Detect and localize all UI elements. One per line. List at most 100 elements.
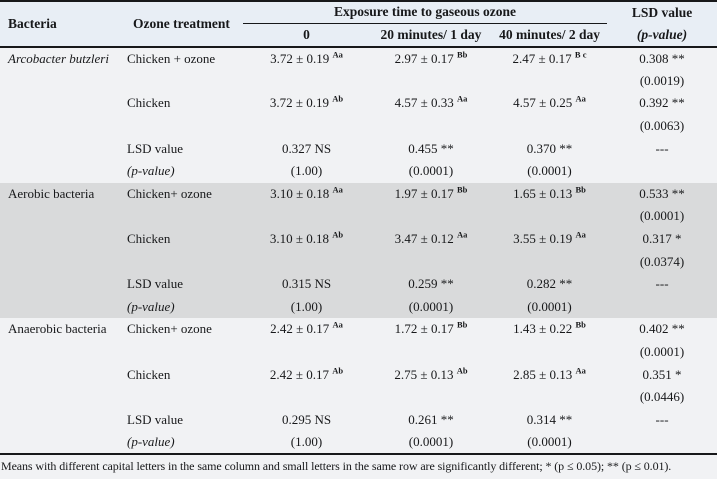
bacteria-cell: Arcobacter butzleri	[0, 47, 125, 70]
significance-letters: Bb	[575, 320, 586, 331]
treatment-cell: (p-value)	[125, 431, 243, 454]
mean-sd-value: 2.85 ± 0.13	[513, 366, 576, 382]
value-cell: 4.57 ± 0.25 Aa	[492, 92, 608, 115]
table-row: (p-value) (1.00) (0.0001) (0.0001)	[0, 159, 717, 183]
table-row: Chicken 2.42 ± 0.17 Ab 2.75 ± 0.13 Ab 2.85 …	[0, 363, 717, 386]
value-cell	[492, 114, 608, 138]
significance-letters: Aa	[457, 229, 468, 240]
value-cell: (1.00)	[243, 295, 370, 319]
value-cell: 0.282 **	[492, 272, 608, 296]
significance-letters: Aa	[332, 320, 343, 331]
lsd-cell: (0.0063)	[607, 114, 717, 138]
table-row: (0.0019)	[0, 69, 717, 93]
significance-letters: Aa	[332, 49, 343, 60]
value-cell: (1.00)	[243, 431, 370, 454]
table-row: LSD value 0.295 NS 0.261 ** 0.314 ** ---	[0, 408, 717, 432]
value-cell: 3.55 ± 0.19 Aa	[492, 227, 608, 251]
lsd-cell: (0.0001)	[607, 340, 717, 364]
value-cell: 3.10 ± 0.18 Aa	[243, 182, 370, 206]
value-cell: 2.75 ± 0.13 Ab	[370, 363, 492, 386]
value-cell	[492, 340, 608, 364]
value-cell: 3.72 ± 0.19 Ab	[243, 92, 370, 115]
table-row: (p-value) (1.00) (0.0001) (0.0001)	[0, 431, 717, 454]
value-cell: 0.455 **	[370, 137, 492, 160]
mean-sd-value: 1.72 ± 0.17	[394, 321, 457, 337]
lsd-cell: 0.402 **	[607, 318, 717, 341]
lsd-cell	[607, 431, 717, 454]
value-cell: 1.43 ± 0.22 Bb	[492, 318, 608, 341]
bacteria-cell	[0, 295, 125, 319]
table-body: Arcobacter butzleri Chicken + ozone 3.72 ±…	[0, 47, 717, 454]
table-row: (0.0001)	[0, 205, 717, 228]
bacteria-cell	[0, 340, 125, 364]
value-cell	[370, 250, 492, 273]
treatment-cell: (p-value)	[125, 159, 243, 183]
mean-sd-value: 2.42 ± 0.17	[270, 321, 333, 337]
treatment-cell	[125, 114, 243, 138]
value-cell: 3.10 ± 0.18 Ab	[243, 227, 370, 251]
col-header-time-0: 0	[243, 23, 370, 48]
bacteria-cell	[0, 431, 125, 454]
value-cell: (0.0001)	[370, 159, 492, 183]
value-cell: 3.72 ± 0.19 Aa	[243, 47, 370, 70]
value-cell	[370, 114, 492, 138]
bacteria-cell	[0, 114, 125, 138]
mean-sd-value: 1.97 ± 0.17	[394, 185, 457, 201]
table-row: Chicken 3.10 ± 0.18 Ab 3.47 ± 0.12 Aa 3.55 …	[0, 227, 717, 251]
treatment-cell	[125, 205, 243, 228]
table-row: (0.0446)	[0, 385, 717, 409]
value-cell	[492, 69, 608, 93]
value-cell	[243, 205, 370, 228]
footnote: Means with different capital letters in …	[1, 458, 672, 473]
significance-letters: Aa	[575, 94, 586, 105]
col-header-bacteria: Bacteria	[0, 1, 125, 48]
table-row: (p-value) (1.00) (0.0001) (0.0001)	[0, 295, 717, 319]
significance-letters: Aa	[332, 184, 343, 195]
bacteria-cell	[0, 385, 125, 409]
mean-sd-value: 3.55 ± 0.19	[513, 231, 576, 247]
col-header-time-40min-2day: 40 minutes/ 2 day	[492, 23, 608, 48]
value-cell: (0.0001)	[370, 295, 492, 319]
lsd-cell: ---	[607, 137, 717, 160]
bacteria-cell	[0, 69, 125, 93]
lsd-cell: 0.533 **	[607, 182, 717, 206]
treatment-cell: Chicken	[125, 227, 243, 251]
bacteria-cell	[0, 92, 125, 115]
table-header: Bacteria Ozone treatment Exposure time t…	[0, 1, 717, 48]
treatment-cell: Chicken+ ozone	[125, 182, 243, 206]
value-cell	[243, 385, 370, 409]
lsd-cell: 0.392 **	[607, 92, 717, 115]
value-cell: 0.314 **	[492, 408, 608, 432]
bacteria-cell: Aerobic bacteria	[0, 182, 125, 206]
value-cell: (0.0001)	[492, 159, 608, 183]
value-cell	[243, 250, 370, 273]
mean-sd-value: 1.65 ± 0.13	[513, 185, 576, 201]
bacteria-cell	[0, 227, 125, 251]
treatment-cell: LSD value	[125, 408, 243, 432]
significance-letters: Aa	[575, 229, 586, 240]
significance-letters: Ab	[332, 229, 344, 240]
treatment-cell: Chicken	[125, 363, 243, 386]
lsd-cell: 0.308 **	[607, 47, 717, 70]
treatment-cell: (p-value)	[125, 295, 243, 319]
table-row: Arcobacter butzleri Chicken + ozone 3.72 ±…	[0, 47, 717, 70]
value-cell: 2.85 ± 0.13 Aa	[492, 363, 608, 386]
table-row: LSD value 0.315 NS 0.259 ** 0.282 ** ---	[0, 272, 717, 296]
value-cell: 2.42 ± 0.17 Aa	[243, 318, 370, 341]
significance-letters: Ab	[456, 365, 468, 376]
value-cell: 2.47 ± 0.17 B c	[492, 47, 608, 70]
value-cell	[370, 205, 492, 228]
table-row: Anaerobic bacteria Chicken+ ozone 2.42 ± 0…	[0, 318, 717, 341]
value-cell: 1.65 ± 0.13 Bb	[492, 182, 608, 206]
mean-sd-value: 3.72 ± 0.19	[270, 50, 333, 66]
mean-sd-value: 4.57 ± 0.25	[513, 95, 576, 111]
data-table: Bacteria Ozone treatment Exposure time t…	[0, 0, 717, 455]
table-row: (0.0374)	[0, 250, 717, 273]
value-cell: (0.0001)	[492, 295, 608, 319]
col-group-header-exposure-time: Exposure time to gaseous ozone	[243, 1, 608, 24]
value-cell	[370, 385, 492, 409]
value-cell: (1.00)	[243, 159, 370, 183]
table-row: Chicken 3.72 ± 0.19 Ab 4.57 ± 0.33 Aa 4.57 …	[0, 92, 717, 115]
value-cell	[370, 340, 492, 364]
value-cell	[492, 250, 608, 273]
